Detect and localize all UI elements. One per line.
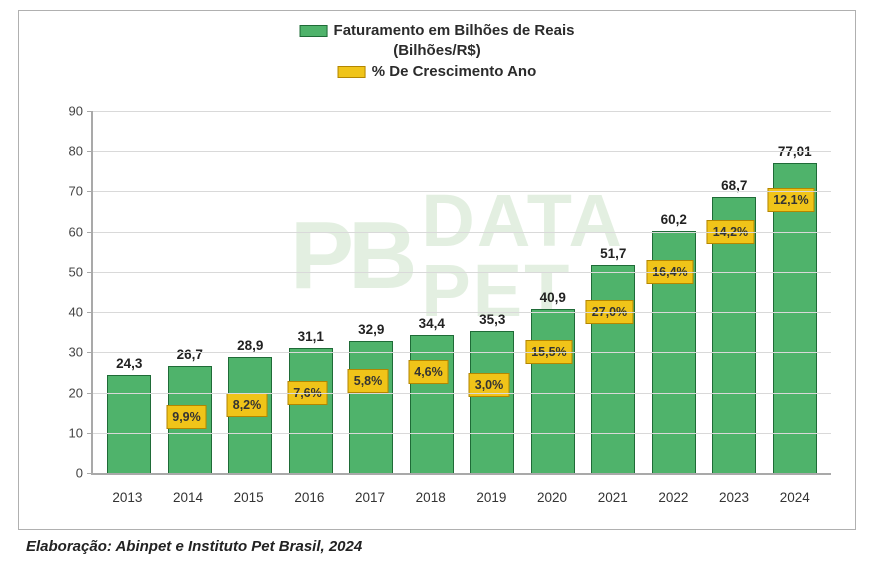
bar-value-label: 32,9 xyxy=(358,322,384,337)
y-tick-label: 80 xyxy=(69,144,93,159)
bar xyxy=(531,309,575,474)
y-tick-label: 60 xyxy=(69,224,93,239)
bar-slot: 68,714,2% xyxy=(704,111,765,473)
gridline xyxy=(93,433,831,434)
x-tick-label: 2020 xyxy=(522,490,583,505)
bar xyxy=(591,265,635,473)
bar-slot: 32,9 5,8% xyxy=(341,111,402,473)
x-tick-label: 2014 xyxy=(158,490,219,505)
y-tick-label: 0 xyxy=(76,466,93,481)
bar xyxy=(107,375,151,473)
y-tick-label: 20 xyxy=(69,385,93,400)
x-tick-label: 2023 xyxy=(704,490,765,505)
bar-slot: 60,216,4% xyxy=(644,111,705,473)
chart-frame: PB DATA PET Faturamento em Bilhões de Re… xyxy=(18,10,856,530)
x-axis-labels: 2013201420152016201720182019202020212022… xyxy=(91,490,831,505)
plot-area: 24,3 26,7 9,9% 28,9 8,2% 31,17,6% 32,9 5,8% 34,4… xyxy=(91,111,831,475)
bar-value-label: 34,4 xyxy=(419,316,445,331)
x-tick-label: 2013 xyxy=(97,490,158,505)
y-tick-label: 10 xyxy=(69,425,93,440)
bar xyxy=(349,341,393,473)
y-tick-label: 50 xyxy=(69,264,93,279)
bar xyxy=(289,348,333,473)
growth-percent-box: 8,2% xyxy=(227,393,268,417)
bar-slot: 51,727,0% xyxy=(583,111,644,473)
y-tick-label: 70 xyxy=(69,184,93,199)
growth-percent-box: 5,8% xyxy=(348,369,389,393)
x-tick-label: 2021 xyxy=(582,490,643,505)
bars-container: 24,3 26,7 9,9% 28,9 8,2% 31,17,6% 32,9 5,8% 34,4… xyxy=(93,111,831,473)
legend-label-revenue: Faturamento em Bilhões de Reais xyxy=(334,21,575,41)
gridline xyxy=(93,111,831,112)
bar-value-label: 60,2 xyxy=(661,212,687,227)
source-citation: Elaboração: Abinpet e Instituto Pet Bras… xyxy=(18,538,857,555)
gridline xyxy=(93,312,831,313)
bar-slot: 24,3 xyxy=(99,111,160,473)
gridline xyxy=(93,232,831,233)
x-tick-label: 2015 xyxy=(218,490,279,505)
gridline xyxy=(93,352,831,353)
bar xyxy=(410,335,454,473)
bar-value-label: 26,7 xyxy=(177,347,203,362)
x-tick-label: 2018 xyxy=(400,490,461,505)
legend-swatch-growth xyxy=(338,66,366,78)
y-tick-label: 30 xyxy=(69,345,93,360)
bar-slot: 34,4 4,6% xyxy=(402,111,463,473)
x-tick-label: 2016 xyxy=(279,490,340,505)
bar-slot: 77,0112,1% xyxy=(765,111,826,473)
x-tick-label: 2024 xyxy=(764,490,825,505)
bar-slot: 31,17,6% xyxy=(281,111,342,473)
growth-percent-box: 4,6% xyxy=(408,360,449,384)
legend-swatch-revenue xyxy=(300,25,328,37)
x-tick-label: 2019 xyxy=(461,490,522,505)
bar-value-label: 40,9 xyxy=(540,290,566,305)
bar-value-label: 51,7 xyxy=(600,246,626,261)
gridline xyxy=(93,191,831,192)
bar-value-label: 31,1 xyxy=(298,329,324,344)
bar-slot: 40,915,5% xyxy=(523,111,584,473)
bar-value-label: 24,3 xyxy=(116,356,142,371)
x-tick-label: 2022 xyxy=(643,490,704,505)
chart-legend: Faturamento em Bilhões de Reais (Bilhões… xyxy=(300,21,575,82)
bar-slot: 26,7 9,9% xyxy=(160,111,221,473)
y-tick-label: 90 xyxy=(69,104,93,119)
legend-label-growth: % De Crescimento Ano xyxy=(372,62,536,82)
gridline xyxy=(93,272,831,273)
bar-slot: 28,9 8,2% xyxy=(220,111,281,473)
x-tick-label: 2017 xyxy=(340,490,401,505)
bar-slot: 35,33,0% xyxy=(462,111,523,473)
gridline xyxy=(93,151,831,152)
legend-label-revenue-unit: (Bilhões/R$) xyxy=(300,41,575,61)
y-tick-label: 40 xyxy=(69,305,93,320)
bar-value-label: 68,7 xyxy=(721,178,747,193)
growth-percent-box: 9,9% xyxy=(166,405,207,429)
bar-value-label: 35,3 xyxy=(479,312,505,327)
gridline xyxy=(93,393,831,394)
bar-value-label: 28,9 xyxy=(237,338,263,353)
